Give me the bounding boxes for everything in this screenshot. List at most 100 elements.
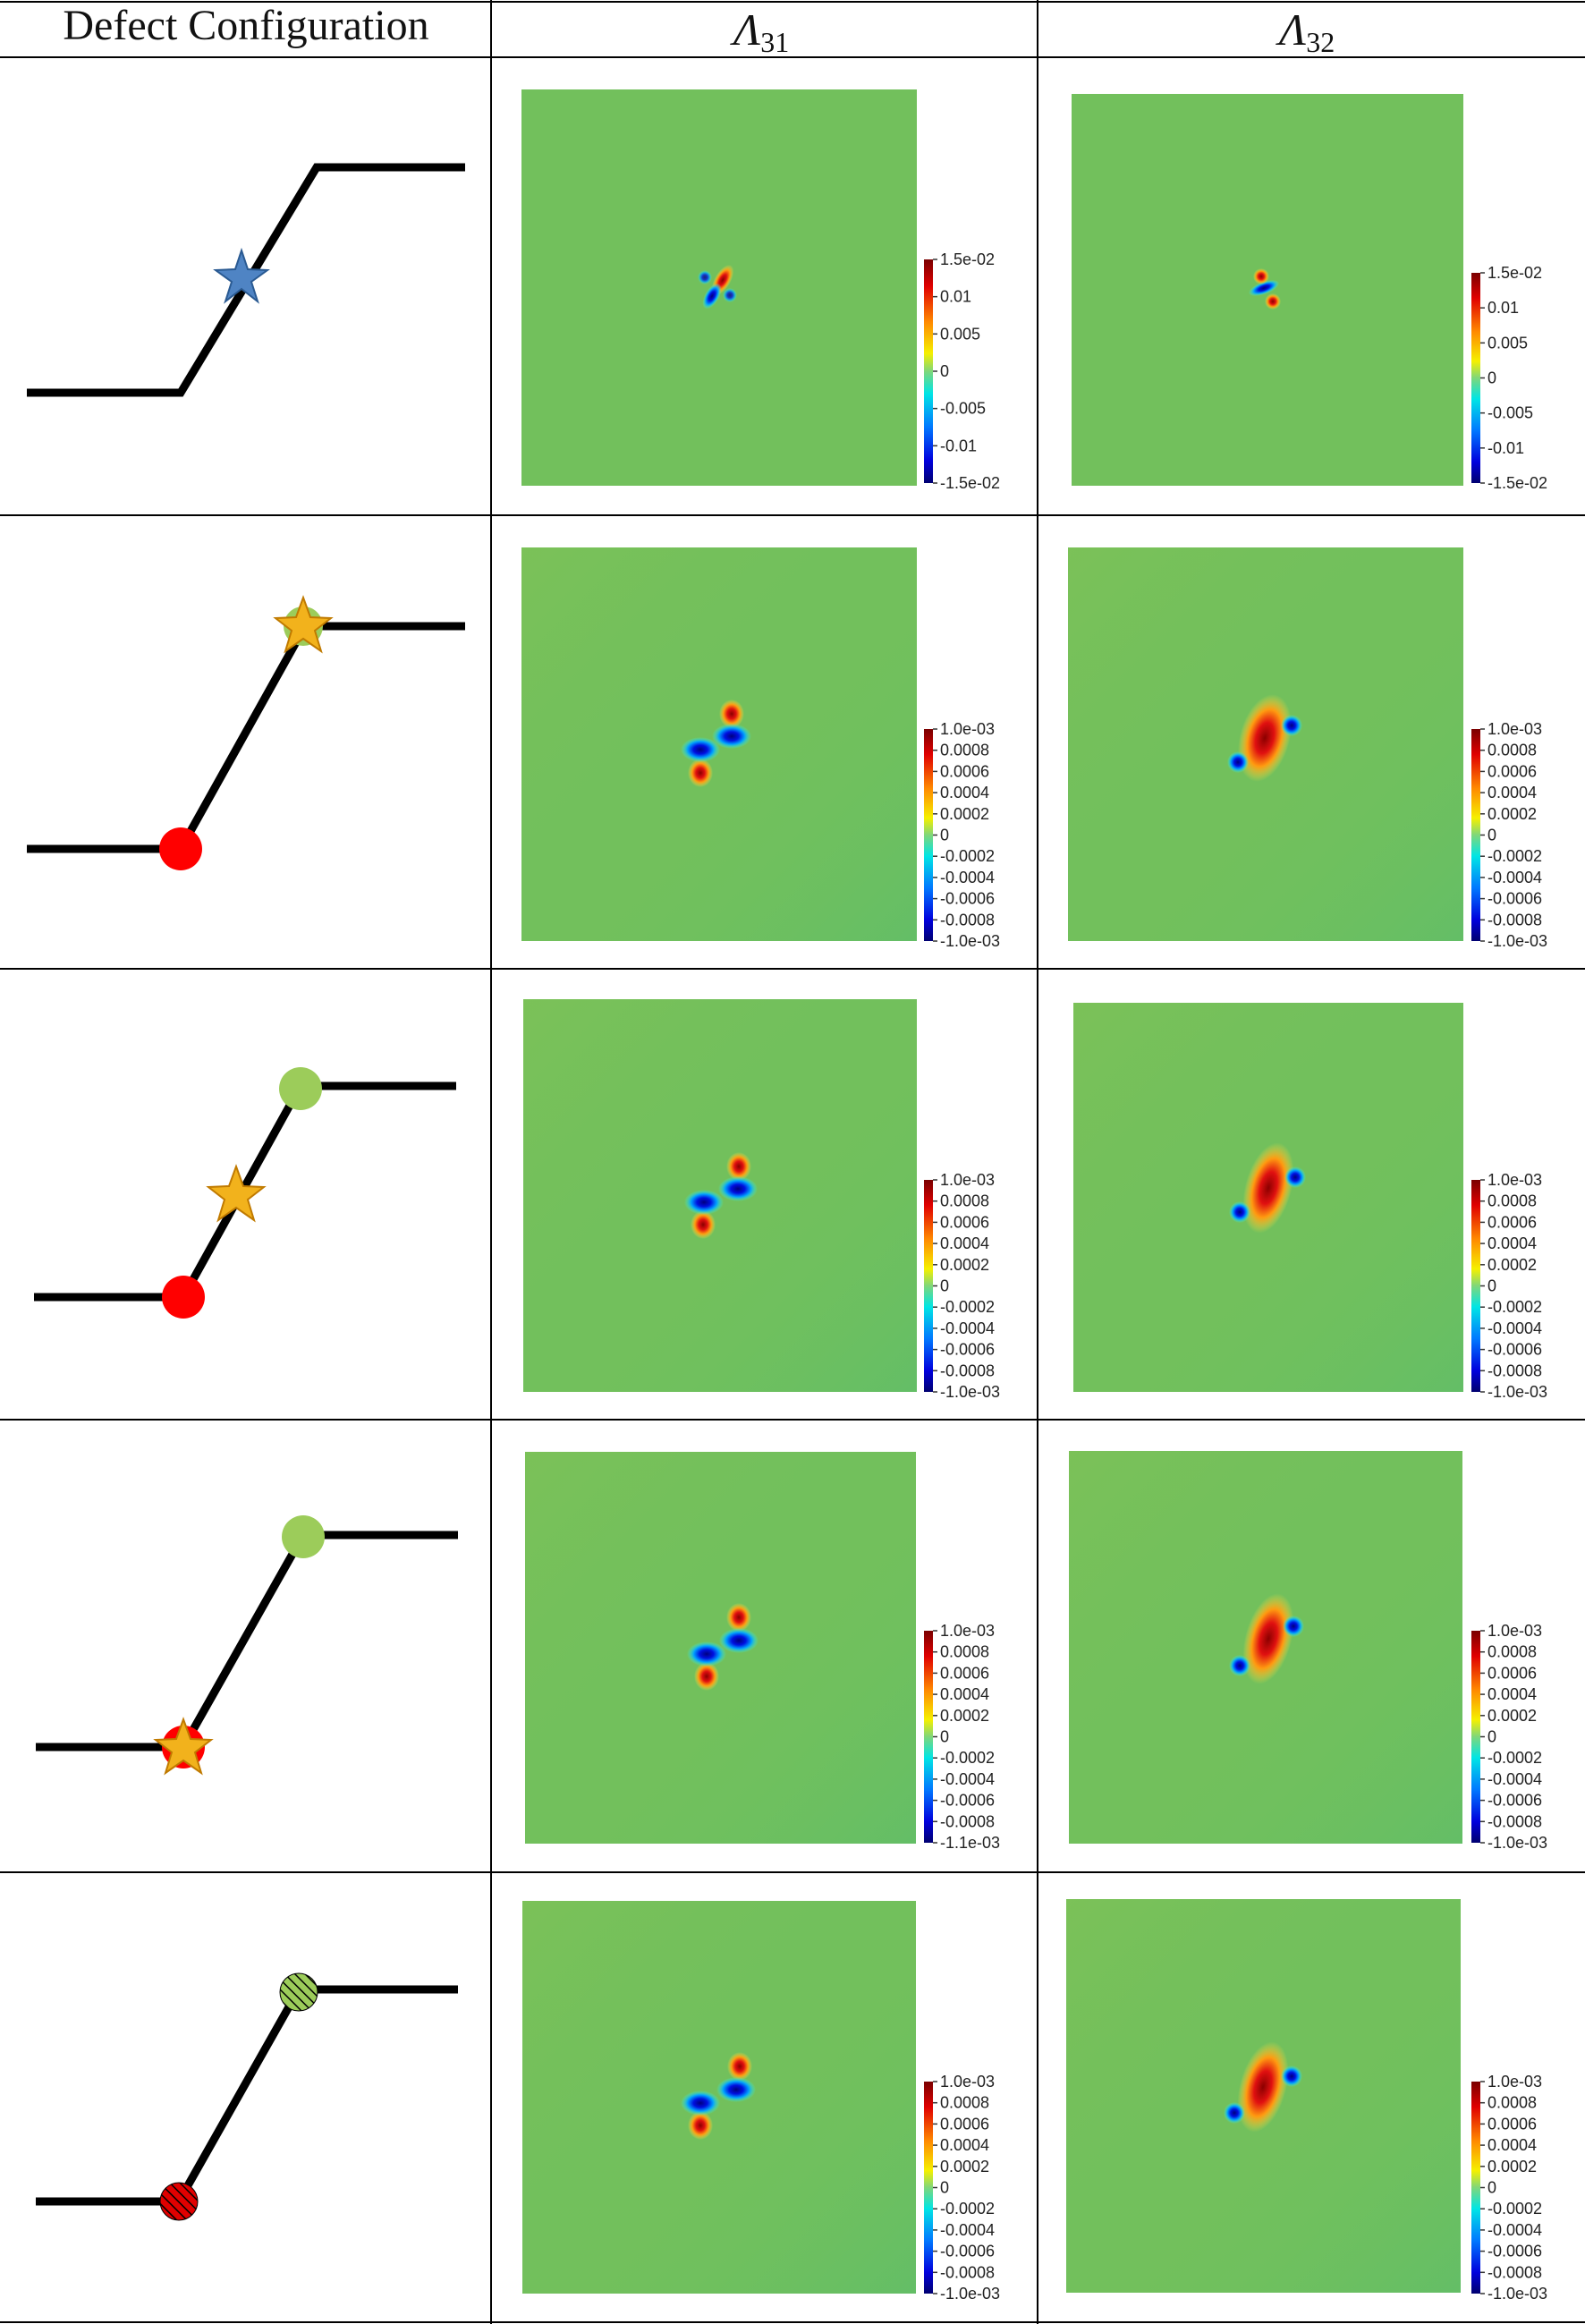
colorbar-tick-label: 0.0006 bbox=[1488, 2115, 1537, 2133]
colorbar-tick-label: 0.0006 bbox=[940, 762, 989, 780]
colorbar-tick-label: -0.0008 bbox=[940, 2263, 995, 2281]
colorbar-tick-label: -0.0002 bbox=[1488, 847, 1542, 865]
colorbar-tick-label: -0.0002 bbox=[1488, 2200, 1542, 2218]
hotspot-red bbox=[1253, 268, 1269, 284]
colorbar: 1.5e-02 0.01 0.005 0 -0.005 -0.01 -1.5e-02 bbox=[1471, 264, 1547, 492]
colorbar-tick-label: 0.0004 bbox=[1488, 1685, 1537, 1703]
colorbar-tick-label: -0.0004 bbox=[1488, 1319, 1542, 1337]
colorbar-tick-label: 0.01 bbox=[940, 288, 971, 306]
colorbar-tick-label: -0.0002 bbox=[940, 1749, 995, 1767]
colorbar-tick-label: 0.0002 bbox=[940, 1256, 989, 1274]
colorbar-tick-label: 0.0002 bbox=[1488, 805, 1537, 823]
colorbar-tick-label: 0 bbox=[1488, 1728, 1496, 1746]
hotspot-blue bbox=[723, 288, 737, 302]
lambda31-map-5: 1.0e-03 0.0008 0.0006 0.0004 0.0002 0 -0.0002 -… bbox=[522, 1901, 1000, 2303]
colorbar-tick-label: -0.0002 bbox=[940, 1298, 995, 1316]
hotspot-blue bbox=[1281, 2065, 1302, 2087]
row-4: 1.0e-03 0.0008 0.0006 0.0004 0.0002 0 -0.0002 -… bbox=[36, 1451, 1547, 1852]
hotspot-red bbox=[688, 759, 713, 787]
hotspot-red bbox=[694, 1662, 719, 1691]
lambda31-map-3: 1.0e-03 0.0008 0.0006 0.0004 0.0002 0 -0.0002 -… bbox=[523, 999, 1000, 1401]
colorbar-tick-label: -0.0002 bbox=[1488, 1749, 1542, 1767]
colorbar-tick-label: 0.0008 bbox=[1488, 742, 1537, 759]
hotspot-blue bbox=[718, 1176, 758, 1201]
colorbar-tick-label: -0.0006 bbox=[1488, 890, 1542, 908]
red-dot-marker bbox=[162, 1276, 205, 1319]
colorbar-tick-label: 0.0004 bbox=[940, 784, 989, 802]
step-line bbox=[36, 1985, 458, 2206]
colorbar-tick-label: -0.0006 bbox=[940, 1341, 995, 1359]
colorbar-tick-label: -0.0006 bbox=[1488, 2243, 1542, 2260]
row-1: 1.5e-02 0.01 0.005 0 -0.005 -0.01 -1.5e-02 1.5… bbox=[27, 89, 1547, 492]
colorbar-tick-label: -1.0e-03 bbox=[940, 2285, 1000, 2303]
colorbar-tick-label: 1.5e-02 bbox=[1488, 264, 1542, 282]
hotspot-blue bbox=[1248, 279, 1280, 297]
hotspot-red bbox=[726, 1603, 751, 1632]
lambda32-map-5: 1.0e-03 0.0008 0.0006 0.0004 0.0002 0 -0.0002 -… bbox=[1066, 1899, 1547, 2303]
colorbar-tick-label: -0.0008 bbox=[1488, 1361, 1542, 1379]
colorbar-tick-label: 1.0e-03 bbox=[940, 2073, 995, 2091]
gold-star-marker bbox=[153, 1717, 214, 1776]
lambda31-map-1: 1.5e-02 0.01 0.005 0 -0.005 -0.01 -1.5e-02 bbox=[521, 89, 1000, 492]
colorbar-tick-label: -0.0002 bbox=[1488, 1298, 1542, 1316]
colorbar-tick-label: 0 bbox=[940, 362, 949, 380]
colorbar-tick-label: -1.0e-03 bbox=[940, 932, 1000, 950]
colorbar-tick-label: 1.0e-03 bbox=[1488, 1622, 1542, 1640]
colorbar-tick-label: 0.0006 bbox=[1488, 1213, 1537, 1231]
hotspot-blue bbox=[1284, 1166, 1306, 1188]
colorbar-gradient bbox=[924, 1180, 933, 1392]
colorbar-tick-label: -0.01 bbox=[940, 437, 977, 454]
lambda32-map-2: 1.0e-03 0.0008 0.0006 0.0004 0.0002 0 -0.0002 -… bbox=[1068, 547, 1547, 950]
hotspot-blue bbox=[712, 724, 751, 749]
colorbar-tick-label: 0.0004 bbox=[1488, 784, 1537, 802]
colorbar-tick-label: -1.0e-03 bbox=[1488, 2285, 1547, 2303]
hotspot-blue bbox=[698, 270, 712, 284]
header-lambda-32: Λ32 bbox=[1276, 4, 1335, 58]
hotspot-blue bbox=[716, 2077, 756, 2102]
colorbar-tick-label: 1.0e-03 bbox=[940, 1622, 995, 1640]
hotspot-red bbox=[719, 700, 744, 728]
colorbar-tick-label: 0.0006 bbox=[940, 2115, 989, 2133]
colorbar: 1.0e-03 0.0008 0.0006 0.0004 0.0002 0 -0.0002 -… bbox=[1471, 1171, 1547, 1401]
colorbar-tick-label: 0 bbox=[1488, 369, 1496, 387]
red-dot-marker bbox=[159, 827, 202, 870]
lambda32-map-4: 1.0e-03 0.0008 0.0006 0.0004 0.0002 0 -0.0002 -… bbox=[1069, 1451, 1547, 1852]
colorbar-tick-label: 0.0006 bbox=[940, 1664, 989, 1682]
colorbar-tick-label: -0.0008 bbox=[1488, 911, 1542, 929]
defect-config-2 bbox=[27, 595, 465, 870]
colorbar-tick-label: 0 bbox=[940, 2179, 949, 2197]
colorbar-tick-label: -0.0008 bbox=[1488, 2263, 1542, 2281]
colorbar-tick-label: 0 bbox=[940, 1728, 949, 1746]
hotspot-red bbox=[1238, 694, 1292, 782]
hotspot-blue bbox=[687, 1641, 726, 1667]
colorbar-tick-label: 0 bbox=[1488, 827, 1496, 844]
lambda31-map-4: 1.0e-03 0.0008 0.0006 0.0004 0.0002 0 -0.0002 -… bbox=[525, 1452, 1000, 1852]
colorbar-tick-label: -1.5e-02 bbox=[940, 474, 1000, 492]
colorbar-tick-label: -1.1e-03 bbox=[940, 1834, 1000, 1852]
defect-config-3 bbox=[34, 1067, 456, 1319]
colorbar-tick-label: -0.0002 bbox=[940, 2200, 995, 2218]
colorbar: 1.0e-03 0.0008 0.0006 0.0004 0.0002 0 -0.0002 -… bbox=[924, 1171, 1000, 1401]
colorbar-tick-label: -0.0004 bbox=[1488, 2221, 1542, 2239]
colorbar-gradient bbox=[1471, 273, 1480, 483]
colorbar-tick-label: 0.0004 bbox=[940, 1685, 989, 1703]
colorbar: 1.5e-02 0.01 0.005 0 -0.005 -0.01 -1.5e-02 bbox=[924, 250, 1000, 492]
colorbar-tick-label: -1.0e-03 bbox=[1488, 932, 1547, 950]
colorbar-tick-label: 0 bbox=[940, 827, 949, 844]
hotspot-red bbox=[1242, 1142, 1294, 1234]
hotspot-blue bbox=[702, 283, 722, 310]
colorbar-tick-label: 1.0e-03 bbox=[1488, 2073, 1542, 2091]
colorbar-tick-label: -1.0e-03 bbox=[1488, 1383, 1547, 1401]
colorbar: 1.0e-03 0.0008 0.0006 0.0004 0.0002 0 -0.0002 -… bbox=[1471, 1622, 1547, 1852]
colorbar: 1.0e-03 0.0008 0.0006 0.0004 0.0002 0 -0.0002 -… bbox=[1471, 720, 1547, 950]
colorbar-tick-label: 0.0002 bbox=[1488, 2158, 1537, 2176]
lambda32-map-1: 1.5e-02 0.01 0.005 0 -0.005 -0.01 -1.5e-02 bbox=[1072, 94, 1547, 492]
hotspot-red bbox=[727, 2052, 752, 2081]
step-line bbox=[27, 622, 465, 853]
green-dot-marker bbox=[279, 1067, 322, 1110]
colorbar-tick-label: 1.5e-02 bbox=[940, 250, 995, 268]
hatched-green-dot-marker bbox=[279, 1972, 318, 2012]
defect-config-1 bbox=[27, 163, 465, 397]
row-5: 1.0e-03 0.0008 0.0006 0.0004 0.0002 0 -0.0002 -… bbox=[36, 1899, 1547, 2303]
